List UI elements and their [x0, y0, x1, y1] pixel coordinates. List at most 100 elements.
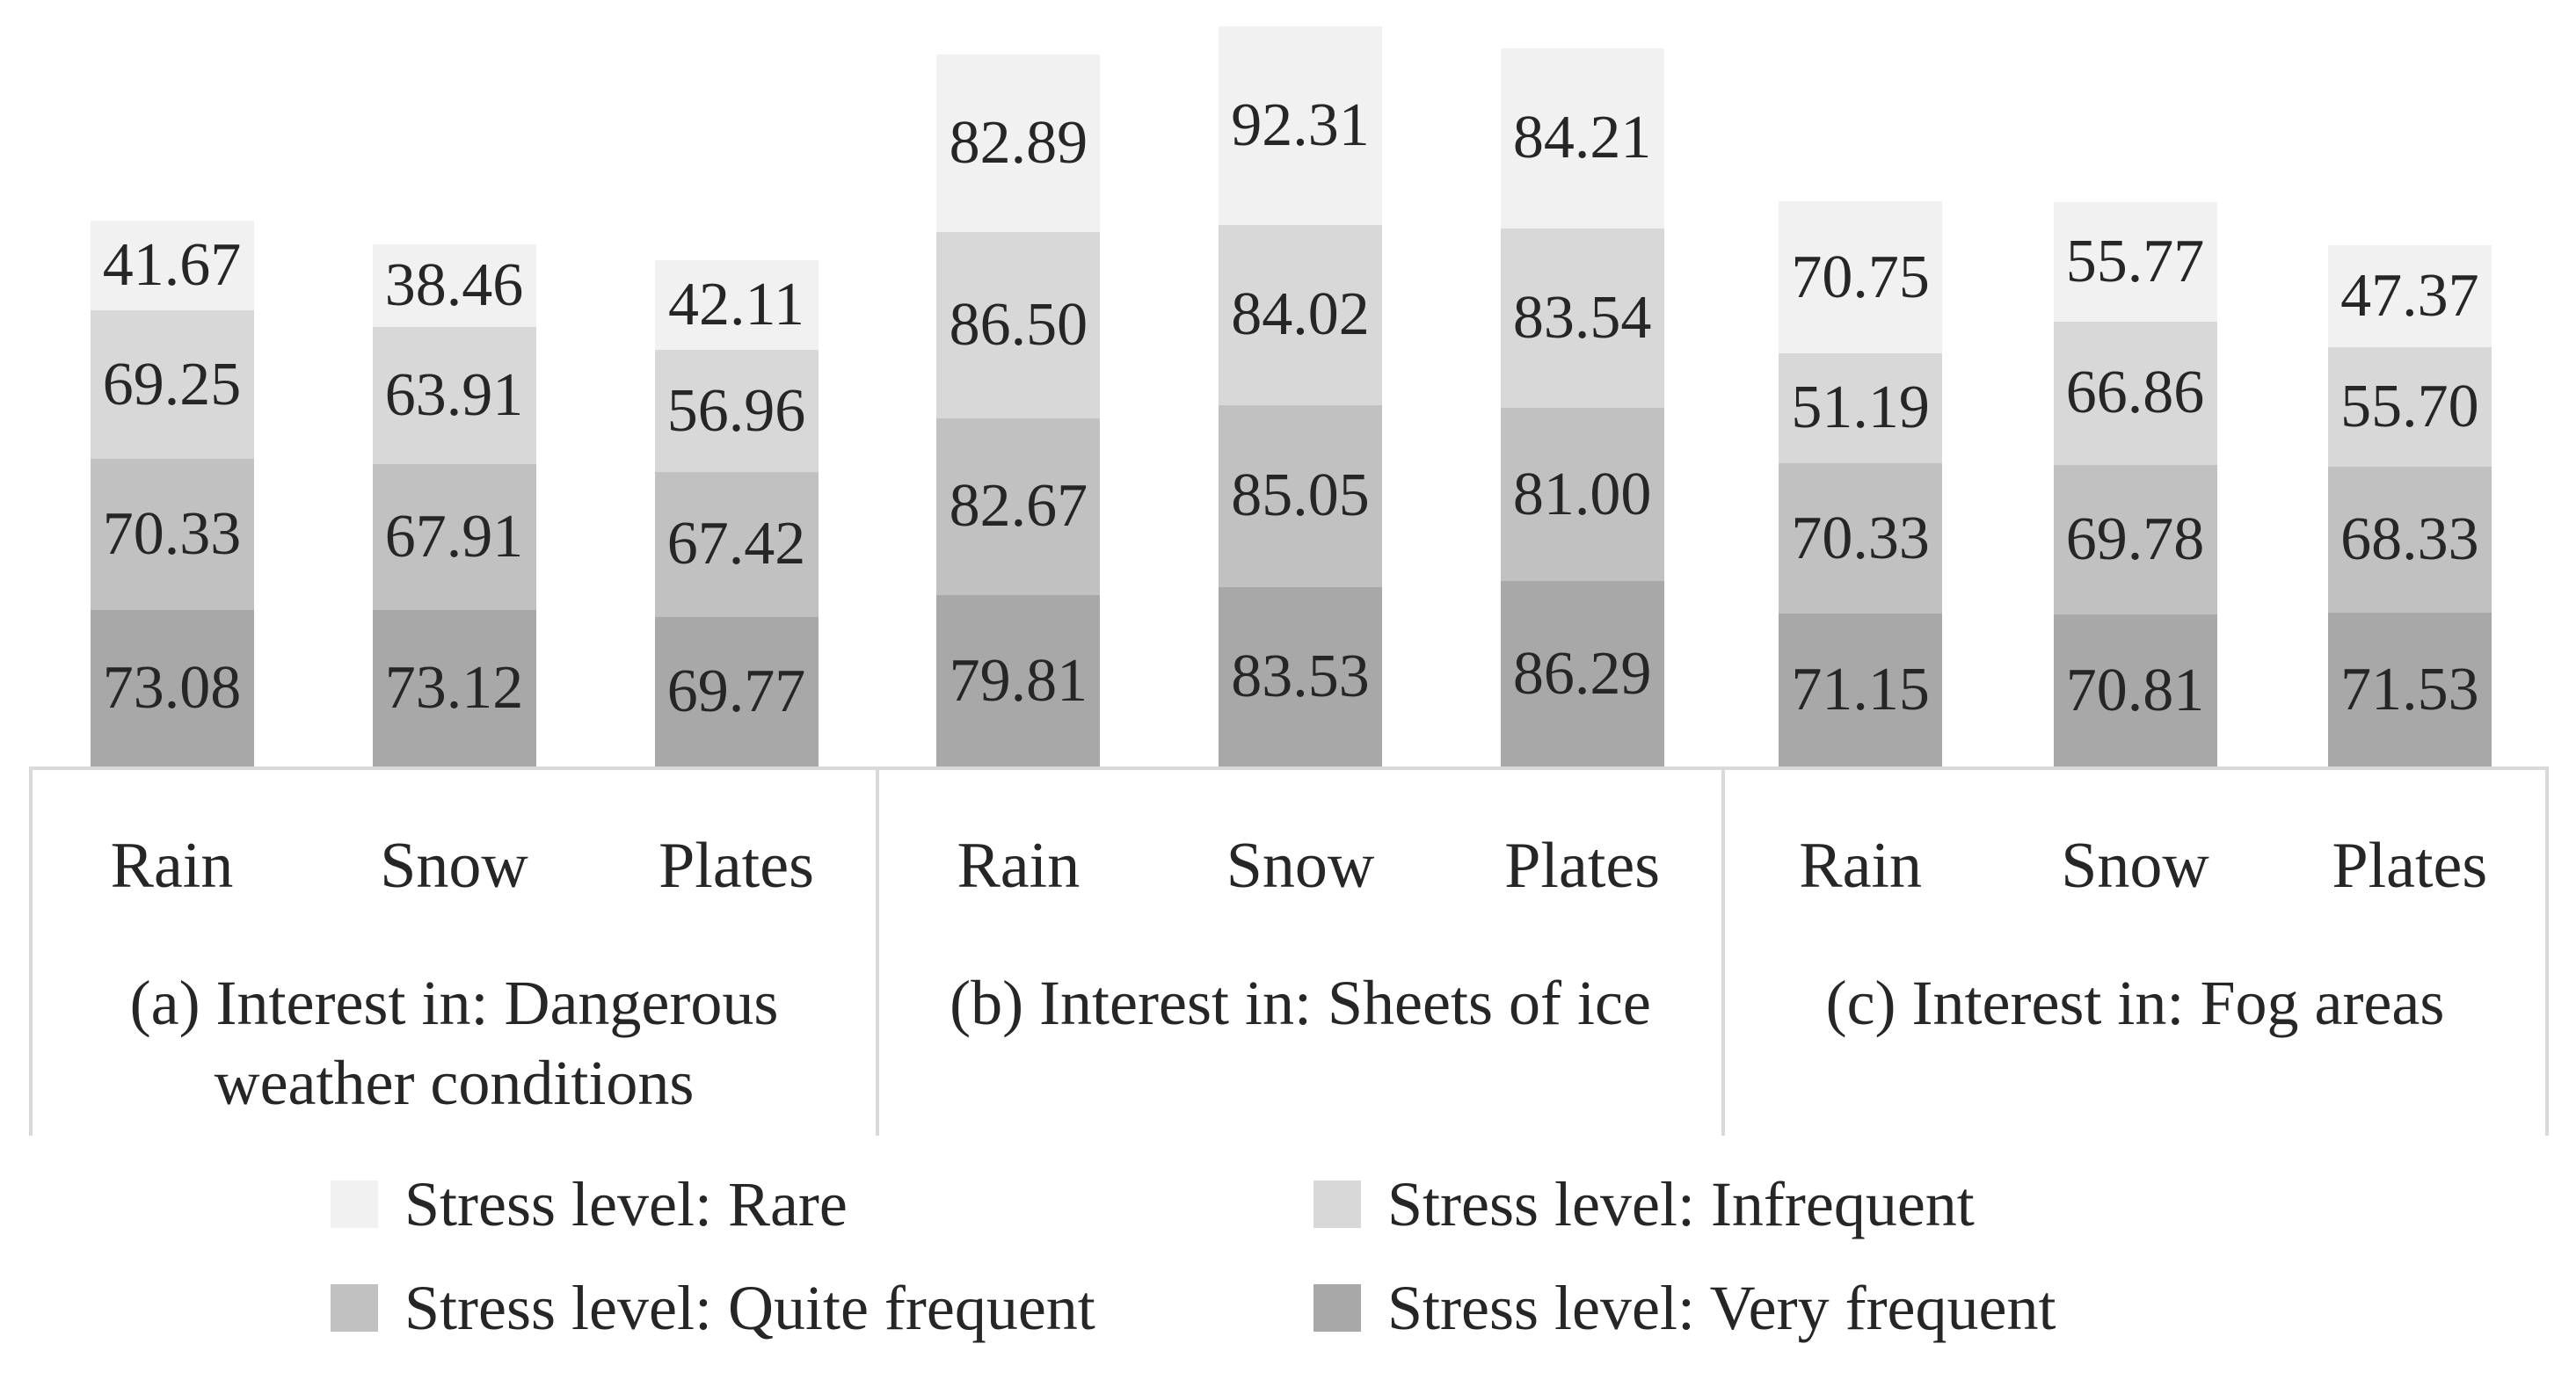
legend-swatch: [1313, 1284, 1361, 1332]
legend-swatch: [331, 1180, 378, 1228]
legend-item: Stress level: Quite frequent: [331, 1276, 1095, 1340]
bar-segment: 56.96: [654, 350, 819, 473]
panel-divider: [2545, 766, 2549, 1136]
bar-segment: 67.42: [654, 472, 819, 617]
value-label: 81.00: [1512, 460, 1652, 528]
value-label: 69.78: [2065, 505, 2205, 574]
bar-segment: 68.33: [2327, 466, 2492, 614]
stacked-bar-b-rain: 82.89 86.50 82.67 79.81: [936, 54, 1101, 766]
value-label: 84.02: [1231, 280, 1370, 349]
value-label: 73.12: [384, 653, 524, 722]
bar-segment: 69.77: [654, 616, 819, 766]
value-label: 85.05: [1231, 461, 1370, 530]
category-label: Rain: [110, 830, 234, 902]
value-label: 82.89: [949, 109, 1088, 178]
legend-label: Stress level: Rare: [404, 1169, 848, 1239]
bar-segment: 47.37: [2327, 245, 2492, 347]
stacked-bar-b-plates: 84.21 83.54 81.00 86.29: [1500, 47, 1664, 766]
category-label: Snow: [1226, 830, 1375, 902]
stacked-bar-a-plates: 42.11 56.96 67.42 69.77: [654, 259, 819, 766]
value-label: 55.77: [2065, 227, 2205, 295]
category-label: Plates: [2332, 830, 2488, 902]
panel-caption-text: (c) Interest in: Fog areas: [1825, 968, 2445, 1038]
bar-segment: 83.54: [1500, 228, 1664, 408]
bar-segment: 83.53: [1219, 587, 1382, 766]
category-label: Rain: [1799, 830, 1923, 902]
bar-segment: 73.08: [90, 609, 254, 766]
value-label: 68.33: [2340, 505, 2479, 574]
bar-segment: 81.00: [1500, 407, 1664, 582]
legend-item: Stress level: Infrequent: [1313, 1173, 1975, 1236]
bar-segment: 84.02: [1219, 224, 1382, 405]
panel-divider: [29, 766, 33, 1136]
value-label: 56.96: [666, 376, 806, 445]
category-label: Snow: [2061, 830, 2209, 902]
bar-segment: 71.15: [1779, 614, 1943, 766]
value-label: 83.54: [1512, 283, 1652, 352]
bar-segment: 67.91: [372, 463, 536, 610]
value-label: 51.19: [1791, 374, 1930, 442]
bar-segment: 82.89: [936, 54, 1101, 233]
value-label: 79.81: [949, 646, 1088, 715]
bar-segment: 55.70: [2327, 346, 2492, 467]
value-label: 38.46: [384, 251, 524, 319]
category-label: Snow: [380, 830, 528, 902]
stacked-bar-a-rain: 41.67 69.25 70.33 73.08: [90, 221, 254, 766]
bar-segment: 41.67: [90, 221, 254, 311]
value-label: 86.50: [949, 291, 1088, 359]
value-label: 69.25: [102, 350, 242, 418]
category-label: Plates: [1504, 830, 1661, 902]
value-label: 69.77: [666, 657, 806, 725]
value-label: 71.53: [2340, 655, 2479, 723]
value-label: 67.42: [666, 510, 806, 578]
category-label: Rain: [957, 830, 1081, 902]
value-label: 42.11: [668, 270, 804, 338]
category-label: Plates: [659, 830, 814, 902]
stacked-bar-c-plates: 47.37 55.70 68.33 71.53: [2327, 245, 2492, 766]
bar-segment: 92.31: [1219, 26, 1382, 225]
panel-caption-text: (a) Interest in: Dangerous weather condi…: [129, 968, 779, 1119]
panel-caption-b: (b) Interest in: Sheets of ice: [886, 963, 1714, 1043]
legend-label: Stress level: Infrequent: [1387, 1169, 1975, 1239]
legend-item: Stress level: Rare: [331, 1173, 848, 1236]
value-label: 70.75: [1791, 243, 1930, 311]
value-label: 83.53: [1231, 643, 1370, 711]
value-label: 71.15: [1791, 656, 1930, 724]
legend-label: Stress level: Quite frequent: [404, 1273, 1095, 1343]
legend-item: Stress level: Very frequent: [1313, 1276, 2056, 1340]
value-label: 92.31: [1231, 91, 1370, 160]
legend-label: Stress level: Very frequent: [1387, 1273, 2056, 1343]
value-label: 82.67: [949, 472, 1088, 541]
panel-divider: [876, 766, 879, 1136]
panel-divider: [1721, 766, 1725, 1136]
bar-segment: 82.67: [936, 418, 1101, 596]
value-label: 47.37: [2340, 262, 2479, 331]
panel-caption-c: (c) Interest in: Fog areas: [1732, 963, 2538, 1043]
bar-segment: 73.12: [372, 609, 536, 766]
panel-caption-text: (b) Interest in: Sheets of ice: [950, 968, 1651, 1038]
bar-segment: 70.33: [90, 459, 254, 610]
value-label: 41.67: [102, 231, 242, 300]
value-label: 86.29: [1512, 639, 1652, 708]
bar-segment: 51.19: [1779, 352, 1943, 463]
value-label: 84.21: [1512, 104, 1652, 172]
stacked-bar-a-snow: 38.46 63.91 67.91 73.12: [372, 244, 536, 766]
bar-segment: 70.75: [1779, 201, 1943, 353]
bar-segment: 70.81: [2053, 614, 2217, 766]
bar-segment: 79.81: [936, 595, 1101, 766]
bar-segment: 71.53: [2327, 613, 2492, 766]
bar-segment: 55.77: [2053, 201, 2217, 322]
value-label: 70.33: [102, 499, 242, 568]
bar-segment: 66.86: [2053, 321, 2217, 465]
legend-swatch: [1313, 1180, 1361, 1228]
bar-segment: 63.91: [372, 326, 536, 464]
bar-segment: 42.11: [654, 259, 819, 351]
stacked-bar-b-snow: 92.31 84.02 85.05 83.53: [1219, 26, 1382, 766]
value-label: 73.08: [102, 653, 242, 722]
value-label: 67.91: [384, 502, 524, 570]
stacked-bar-c-rain: 70.75 51.19 70.33 71.15: [1779, 201, 1943, 766]
bar-segment: 69.78: [2053, 464, 2217, 615]
panel-caption-a: (a) Interest in: Dangerous weather condi…: [40, 963, 869, 1124]
stacked-bar-c-snow: 55.77 66.86 69.78 70.81: [2053, 201, 2217, 766]
